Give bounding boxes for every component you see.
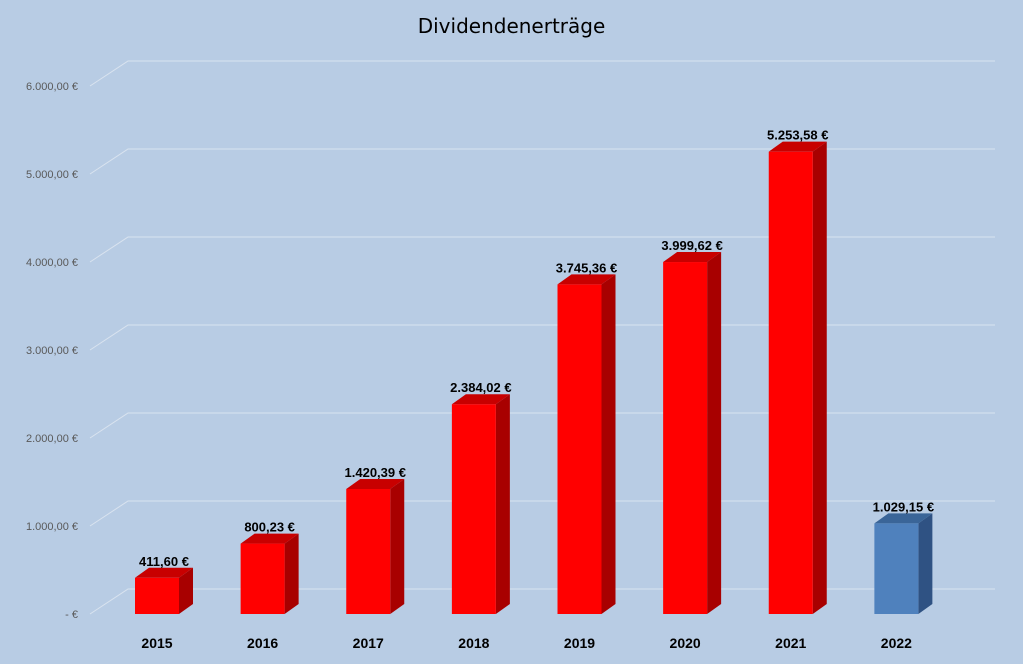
y-tick-label: 4.000,00 € xyxy=(26,257,78,269)
bar-top xyxy=(135,567,193,578)
bar-side xyxy=(179,567,193,614)
x-tick-label: 2021 xyxy=(775,635,806,651)
bar xyxy=(346,489,391,614)
bar xyxy=(451,404,496,614)
data-label: 3.745,36 € xyxy=(556,260,617,275)
y-tick-label: 3.000,00 € xyxy=(26,345,78,357)
bar-side xyxy=(812,141,827,614)
bar xyxy=(240,543,285,614)
x-tick-label: 2019 xyxy=(564,635,595,651)
y-tick-label: 5.000,00 € xyxy=(26,169,78,181)
bar-top xyxy=(240,533,299,544)
bar-top xyxy=(663,252,722,263)
bar-side xyxy=(390,479,405,614)
y-tick-label: 6.000,00 € xyxy=(26,81,78,93)
gridline xyxy=(89,148,995,175)
x-tick-label: 2018 xyxy=(458,635,489,651)
data-label: 800,23 € xyxy=(244,520,295,535)
gridline xyxy=(89,588,995,615)
bar-side xyxy=(601,274,616,614)
bar xyxy=(768,151,813,614)
data-label: 1.029,15 € xyxy=(873,499,934,514)
data-label: 1.420,39 € xyxy=(345,465,406,480)
gridline xyxy=(89,236,995,263)
bar-top xyxy=(451,394,510,405)
x-tick-label: 2015 xyxy=(141,635,172,651)
bar-side xyxy=(918,513,933,614)
bar-top xyxy=(557,274,616,285)
y-tick-label: - € xyxy=(65,609,78,621)
data-label: 5.253,58 € xyxy=(767,128,828,143)
data-label: 411,60 € xyxy=(139,554,189,569)
bar xyxy=(557,284,602,614)
bar-side xyxy=(284,533,299,614)
x-tick-label: 2016 xyxy=(247,635,278,651)
bar-side xyxy=(707,252,722,614)
gridline xyxy=(89,412,995,439)
bar-top xyxy=(768,141,827,152)
bar xyxy=(874,523,919,614)
x-tick-label: 2022 xyxy=(881,635,912,651)
data-label: 3.999,62 € xyxy=(661,238,722,253)
data-label: 2.384,02 € xyxy=(450,380,511,395)
gridline xyxy=(89,500,995,527)
bar-side xyxy=(495,394,510,614)
y-tick-label: 1.000,00 € xyxy=(26,521,78,533)
y-tick-label: 2.000,00 € xyxy=(26,433,78,445)
gridline xyxy=(89,324,995,351)
bar-top xyxy=(874,513,933,524)
bar xyxy=(663,262,708,614)
x-tick-label: 2017 xyxy=(353,635,384,651)
bar-top xyxy=(346,479,405,490)
chart-title: Dividendenerträge xyxy=(417,14,606,38)
gridline xyxy=(89,60,995,87)
bar xyxy=(135,577,179,614)
x-tick-label: 2020 xyxy=(670,635,701,651)
